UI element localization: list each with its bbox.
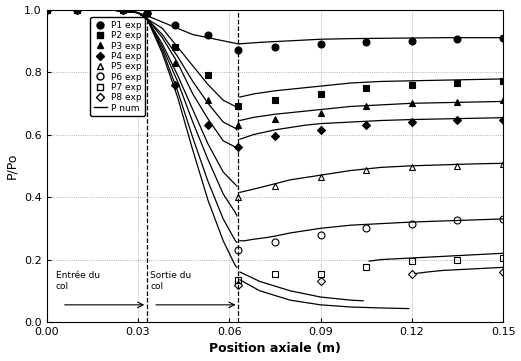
Legend: P1 exp, P2 exp, P3 exp, P4 exp, P5 exp, P6 exp, P7 exp, P8 exp, P num: P1 exp, P2 exp, P3 exp, P4 exp, P5 exp, … [90,17,145,116]
Y-axis label: P/Po: P/Po [6,153,19,179]
X-axis label: Position axiale (m): Position axiale (m) [209,343,341,356]
Text: Entrée du
col: Entrée du col [56,271,100,291]
Text: Sortie du
col: Sortie du col [150,271,191,291]
